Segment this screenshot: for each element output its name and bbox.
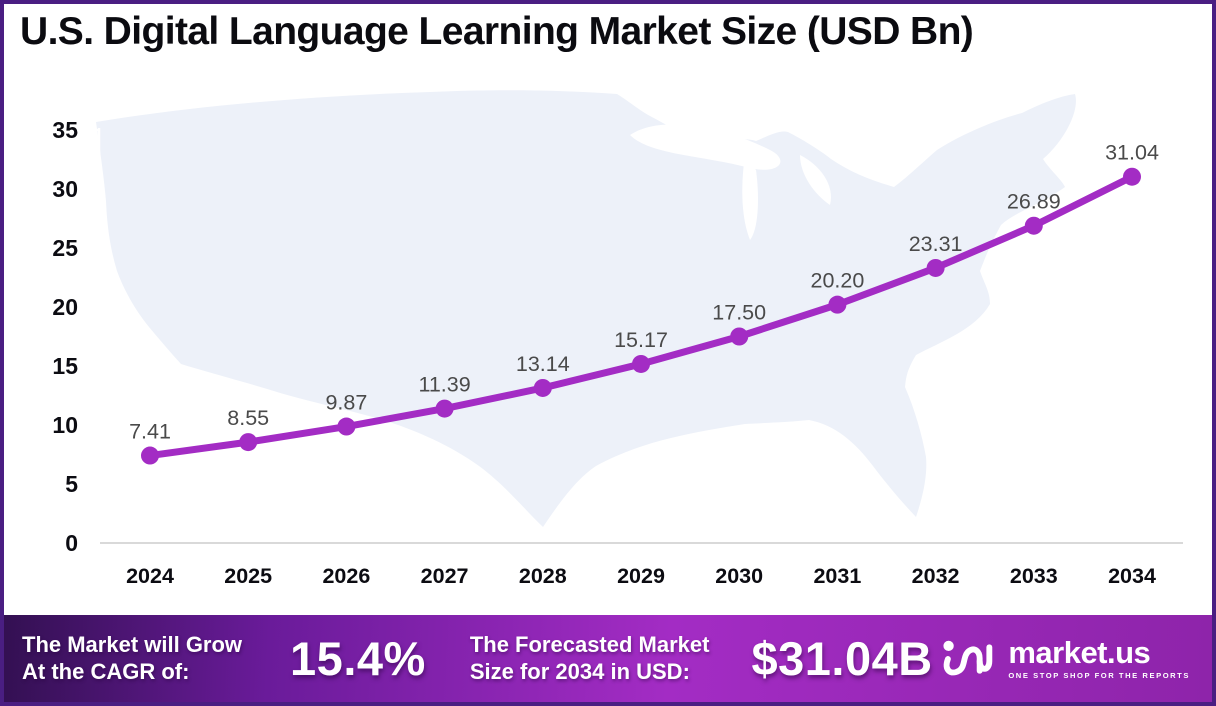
data-point-marker (1123, 167, 1141, 186)
x-axis-tick-label: 2034 (1108, 564, 1156, 588)
y-axis-tick-label: 25 (52, 235, 78, 261)
forecast-label: The Forecasted Market Size for 2034 in U… (470, 632, 710, 686)
lake-michigan-shape (742, 155, 758, 240)
data-point-marker (239, 433, 258, 452)
data-point-label: 13.14 (516, 352, 570, 376)
data-point-label: 31.04 (1105, 141, 1159, 165)
data-point-label: 11.39 (418, 373, 470, 397)
data-point-marker (632, 354, 650, 373)
x-axis-tick-label: 2025 (224, 564, 272, 588)
cagr-value: 15.4% (290, 632, 426, 685)
data-point-marker (533, 378, 552, 397)
data-point-marker (337, 417, 356, 436)
x-axis-tick-label: 2031 (813, 564, 861, 588)
page-title: U.S. Digital Language Learning Market Si… (20, 10, 974, 53)
x-axis-tick-label: 2030 (715, 564, 763, 588)
us-map-background (96, 90, 1076, 527)
forecast-value: $31.04B (751, 632, 933, 685)
data-point-label: 7.41 (129, 420, 171, 444)
logo-wordmark: market.us (1008, 635, 1151, 671)
forecast-label-line1: The Forecasted Market (469, 631, 710, 657)
data-point-marker (730, 327, 749, 346)
x-axis-tick-label: 2029 (617, 564, 665, 588)
lake-superior-shape (630, 124, 781, 170)
data-point-label: 26.89 (1007, 190, 1061, 214)
y-axis-tick-label: 5 (65, 471, 78, 497)
y-axis-tick-label: 35 (52, 117, 78, 143)
x-axis-tick-label: 2033 (1010, 564, 1058, 588)
lake-huron-shape (800, 155, 831, 205)
data-point-marker (141, 446, 159, 465)
logo-text-block: market.us ONE STOP SHOP FOR THE REPORTS (1008, 637, 1190, 680)
cagr-label: The Market will Grow At the CAGR of: (22, 632, 242, 686)
logo-tagline: ONE STOP SHOP FOR THE REPORTS (1008, 671, 1190, 681)
data-point-label: 8.55 (227, 406, 269, 430)
y-axis-tick-label: 20 (52, 294, 78, 320)
data-point-marker (1024, 216, 1043, 235)
x-axis-tick-label: 2027 (421, 564, 469, 588)
chart-area: 0 5 10 15 20 25 30 35 2024 2025 2026 2027 2028 2029 20… (4, 80, 1212, 620)
us-map-silhouette (96, 90, 1076, 527)
cagr-label-line1: The Market will Grow (22, 631, 243, 657)
data-point-marker (926, 258, 945, 277)
cagr-label-line2: At the CAGR of: (22, 658, 190, 684)
x-axis-tick-label: 2024 (126, 564, 174, 588)
marketus-logo-icon (943, 640, 993, 675)
x-axis-tick-label: 2028 (519, 564, 567, 588)
y-axis-tick-label: 15 (52, 353, 78, 379)
x-axis-tick-label: 2026 (322, 564, 370, 588)
data-point-marker (828, 295, 847, 314)
market-size-line (146, 173, 1136, 460)
data-point-label: 15.17 (614, 328, 668, 352)
data-point-label: 20.20 (810, 269, 864, 293)
y-axis-tick-label: 0 (65, 530, 78, 556)
forecast-label-line2: Size for 2034 in USD: (469, 658, 690, 684)
data-point-marker (435, 399, 454, 418)
y-axis-tick-label: 30 (52, 176, 78, 202)
data-point-label: 9.87 (325, 391, 367, 415)
data-point-label: 17.50 (712, 301, 766, 325)
marketus-logo: market.us ONE STOP SHOP FOR THE REPORTS (941, 636, 1190, 682)
footer-banner: The Market will Grow At the CAGR of: 15.… (4, 615, 1212, 702)
x-axis-tick-label: 2032 (912, 564, 960, 588)
y-axis-tick-label: 10 (52, 412, 78, 438)
data-point-label: 23.31 (909, 232, 963, 256)
